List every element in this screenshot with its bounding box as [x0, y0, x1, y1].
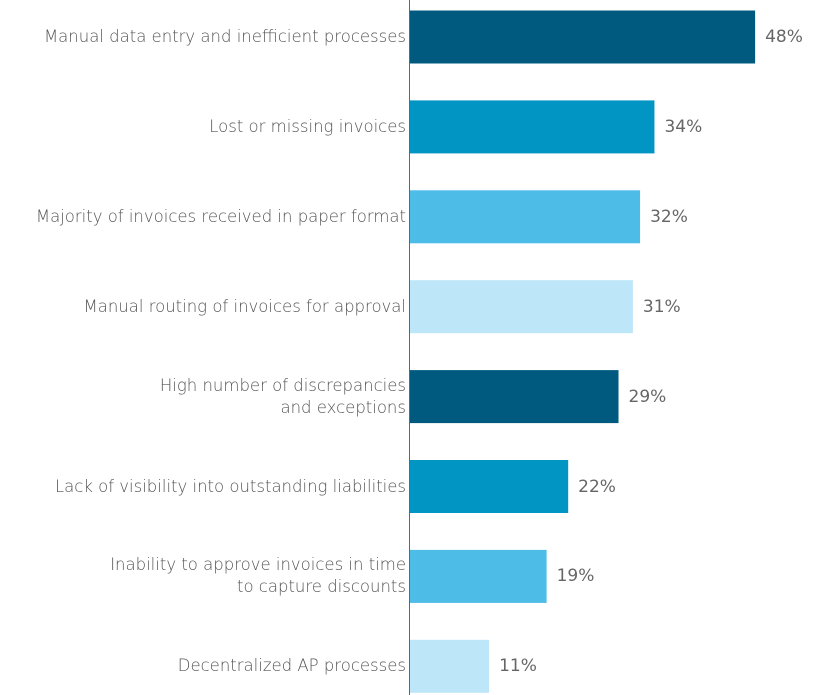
category-label: Inability to approve invoices in time to…	[110, 555, 406, 597]
bar	[410, 280, 633, 334]
category-label: High number of discrepancies and excepti…	[159, 375, 406, 417]
value-label: 34%	[664, 116, 703, 137]
value-label: 48%	[765, 27, 803, 47]
category-label: Lack of visibility into outstanding liab…	[54, 476, 406, 496]
category-label: Majority of invoices received in paper f…	[35, 206, 406, 226]
category-label: Lost or missing invoices	[209, 116, 406, 136]
value-label: 11%	[499, 656, 537, 677]
bar	[410, 549, 547, 603]
bar	[410, 10, 756, 64]
value-label: 29%	[628, 386, 667, 407]
value-label: 31%	[642, 296, 681, 317]
bar	[410, 639, 490, 693]
category-label: Manual routing of invoices for approval	[83, 296, 407, 316]
bar	[410, 190, 641, 244]
category-label: Manual data entry and inefficient proces…	[43, 27, 406, 46]
value-label: 19%	[556, 566, 595, 587]
bar	[410, 370, 619, 424]
value-label: 22%	[578, 476, 616, 497]
value-label: 32%	[650, 206, 688, 227]
bar	[410, 100, 655, 154]
bar	[410, 460, 569, 513]
category-label: Decentralized AP processes	[177, 656, 406, 676]
